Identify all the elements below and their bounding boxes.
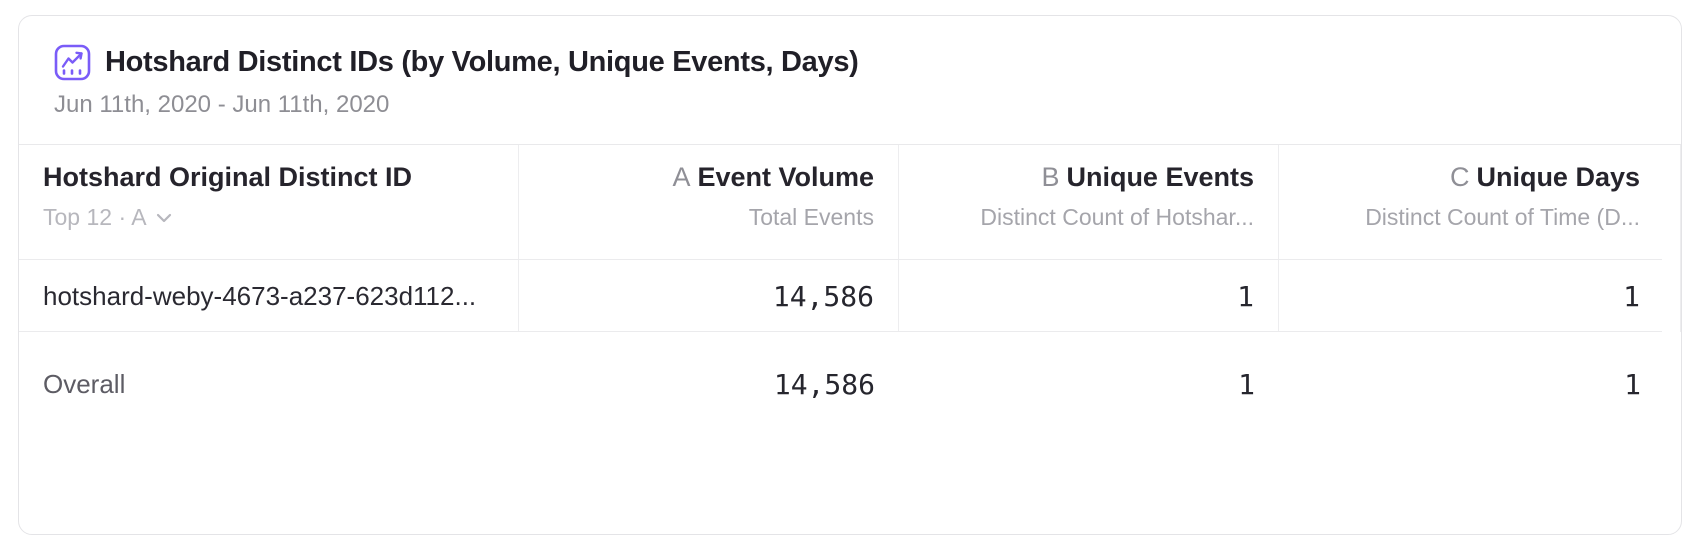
report-table: Hotshard Original Distinct ID Top 12 · A… [19, 144, 1681, 436]
event-volume-cell: 14,586 [519, 260, 899, 332]
column-subtitle: Total Events [748, 204, 874, 230]
column-title: Event Volume [697, 162, 874, 192]
unique-days-cell: 1 [1279, 260, 1681, 332]
unique-days-cell: 1 [1624, 367, 1641, 401]
column-title: Unique Events [1066, 162, 1254, 192]
card-header: Hotshard Distinct IDs (by Volume, Unique… [19, 16, 1681, 144]
unique-events-cell: 1 [1238, 367, 1255, 401]
column-subtitle: Distinct Count of Time (D... [1365, 204, 1640, 230]
event-volume-cell: 14,586 [773, 367, 875, 401]
overall-row: Overall 14,586 1 1 [19, 332, 1681, 436]
chevron-down-icon [156, 213, 171, 223]
column-header-unique-events[interactable]: B Unique Events Distinct Count of Hotshar… [899, 145, 1279, 260]
top-n-selector[interactable]: Top 12 · A [43, 204, 518, 231]
series-letter: A [672, 162, 691, 192]
line-chart-insights-icon [54, 44, 91, 81]
column-title: Unique Days [1476, 162, 1640, 192]
table-row[interactable]: hotshard-weby-4673-a237-623d112... 14,58… [19, 260, 1681, 332]
column-header-unique-days[interactable]: C Unique Days Distinct Count of Time (D..… [1279, 145, 1681, 260]
distinct-id-cell: hotshard-weby-4673-a237-623d112... [19, 260, 519, 332]
overall-label: Overall [43, 368, 126, 399]
column-header-event-volume[interactable]: A Event Volume Total Events [519, 145, 899, 260]
column-title: Hotshard Original Distinct ID [43, 162, 413, 192]
table-header-row: Hotshard Original Distinct ID Top 12 · A… [19, 144, 1681, 260]
report-title: Hotshard Distinct IDs (by Volume, Unique… [105, 46, 859, 78]
report-card: Hotshard Distinct IDs (by Volume, Unique… [18, 15, 1682, 535]
column-header-distinct-id[interactable]: Hotshard Original Distinct ID Top 12 · A [19, 145, 519, 260]
unique-events-cell: 1 [899, 260, 1279, 332]
series-letter: C [1449, 162, 1470, 192]
report-date-range: Jun 11th, 2020 - Jun 11th, 2020 [54, 91, 390, 118]
top-n-label: Top 12 · A [43, 204, 147, 230]
header-separator [19, 259, 1662, 260]
column-subtitle: Distinct Count of Hotshar... [980, 204, 1254, 230]
series-letter: B [1041, 162, 1060, 192]
row-separator [19, 331, 1662, 332]
